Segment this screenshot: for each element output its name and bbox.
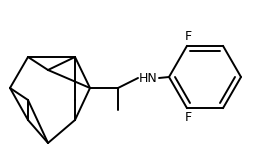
Text: F: F bbox=[184, 30, 191, 43]
Text: F: F bbox=[184, 111, 191, 124]
Text: HN: HN bbox=[139, 71, 157, 85]
